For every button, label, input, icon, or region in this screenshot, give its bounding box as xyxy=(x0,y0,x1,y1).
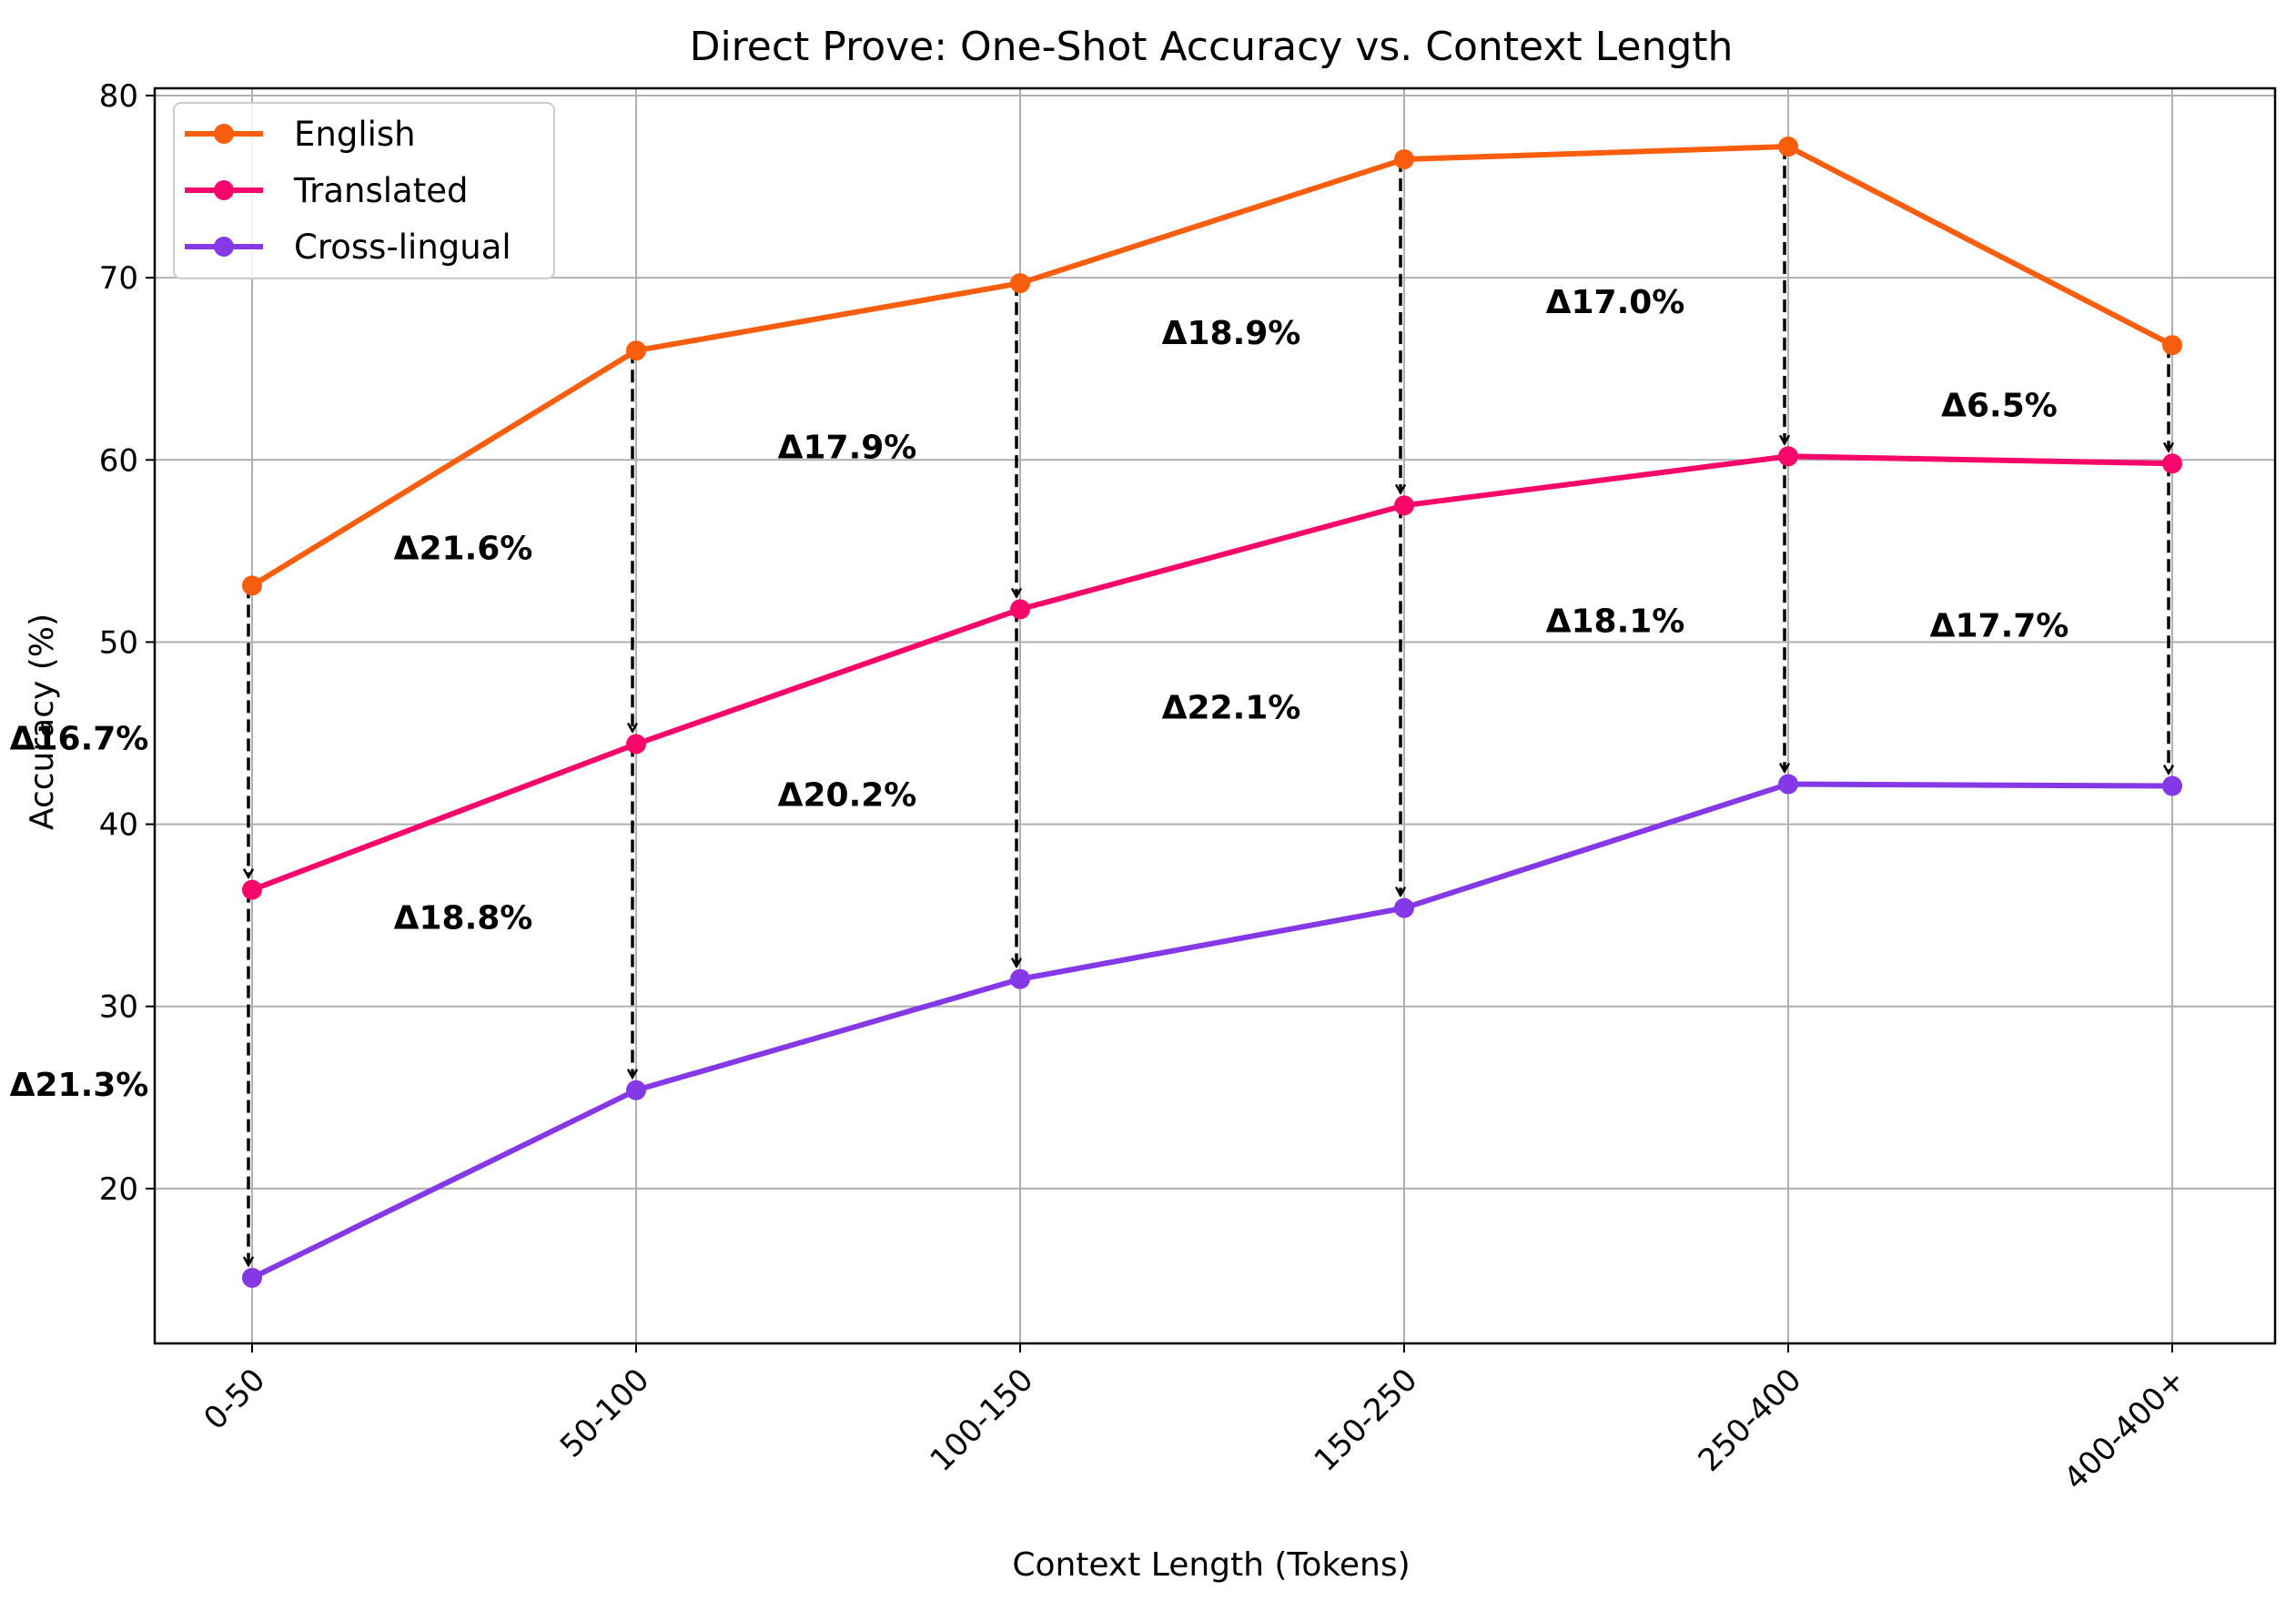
data-point xyxy=(1010,599,1030,620)
legend-label: Cross-lingual xyxy=(294,228,511,267)
legend-box xyxy=(173,102,555,279)
data-point xyxy=(1010,273,1030,294)
delta-label: Δ20.2% xyxy=(778,777,917,815)
x-axis-label: Context Length (Tokens) xyxy=(1012,1546,1410,1584)
data-point xyxy=(1394,897,1414,918)
series-english xyxy=(242,137,2182,596)
y-axis-label: Accuracy (%) xyxy=(24,613,61,830)
y-axis-ticks: 20 30 40 50 60 70 80 xyxy=(99,78,155,1208)
x-tick-label: 400-400+ xyxy=(2057,1362,2192,1497)
delta-label: Δ6.5% xyxy=(1941,387,2058,424)
x-tick-label: 50-100 xyxy=(553,1362,656,1464)
data-point xyxy=(1778,446,1798,467)
data-point xyxy=(1778,137,1798,157)
x-tick-label: 250-400 xyxy=(1692,1362,1809,1479)
delta-label: Δ16.7% xyxy=(10,721,149,758)
y-tick-label: 50 xyxy=(99,624,138,661)
x-axis-ticks: 0-50 50-100 100-150 150-250 250-400 400-400+ xyxy=(197,1343,2192,1497)
series-line xyxy=(250,144,2174,588)
y-tick-label: 80 xyxy=(99,78,138,115)
delta-labels: Δ16.7% Δ21.3% Δ21.6% Δ18.8% Δ17.9% Δ20.2% Δ18.… xyxy=(10,284,2069,1104)
delta-label: Δ21.3% xyxy=(10,1067,149,1104)
data-point xyxy=(2162,453,2182,474)
data-point xyxy=(1778,774,1798,795)
delta-label: Δ18.9% xyxy=(1162,315,1301,352)
data-point xyxy=(242,575,262,596)
y-tick-label: 40 xyxy=(99,807,138,844)
y-tick-label: 70 xyxy=(99,260,138,297)
data-point xyxy=(242,879,262,900)
data-point xyxy=(626,1079,646,1100)
y-tick-label: 20 xyxy=(99,1171,138,1208)
y-tick-label: 60 xyxy=(99,442,138,479)
delta-label: Δ21.6% xyxy=(394,530,533,567)
legend-label: English xyxy=(294,115,416,154)
data-point xyxy=(626,340,646,361)
data-point xyxy=(1394,149,1414,170)
delta-arrows xyxy=(248,147,2169,1265)
data-point xyxy=(242,1267,262,1288)
series-line xyxy=(250,781,2173,1281)
series-cross-lingual xyxy=(242,774,2182,1288)
data-point xyxy=(626,734,646,755)
delta-label: Δ17.0% xyxy=(1546,284,1685,321)
data-point xyxy=(2162,335,2182,356)
legend-marker xyxy=(214,124,234,144)
data-point xyxy=(1394,495,1414,516)
plot-area-frame xyxy=(153,86,2277,1345)
delta-label: Δ17.9% xyxy=(778,429,917,466)
legend-marker xyxy=(214,180,234,200)
legend-label: Translated xyxy=(293,171,469,210)
data-point xyxy=(1010,968,1030,989)
x-tick-label: 0-50 xyxy=(197,1362,273,1437)
delta-label: Δ22.1% xyxy=(1162,689,1301,726)
delta-label: Δ17.7% xyxy=(1930,607,2069,644)
legend: English Translated Cross-lingual xyxy=(173,102,555,279)
data-point xyxy=(2162,775,2182,796)
series-line xyxy=(250,453,2173,893)
legend-marker xyxy=(214,237,234,257)
delta-label: Δ18.8% xyxy=(394,900,533,937)
series-lines xyxy=(242,137,2182,1288)
chart-title: Direct Prove: One-Shot Accuracy vs. Cont… xyxy=(690,24,1734,70)
delta-label: Δ18.1% xyxy=(1546,603,1685,640)
x-tick-label: 100-150 xyxy=(924,1362,1041,1479)
x-tick-label: 150-250 xyxy=(1308,1362,1425,1479)
series-translated xyxy=(242,446,2182,900)
y-tick-label: 30 xyxy=(99,989,138,1026)
